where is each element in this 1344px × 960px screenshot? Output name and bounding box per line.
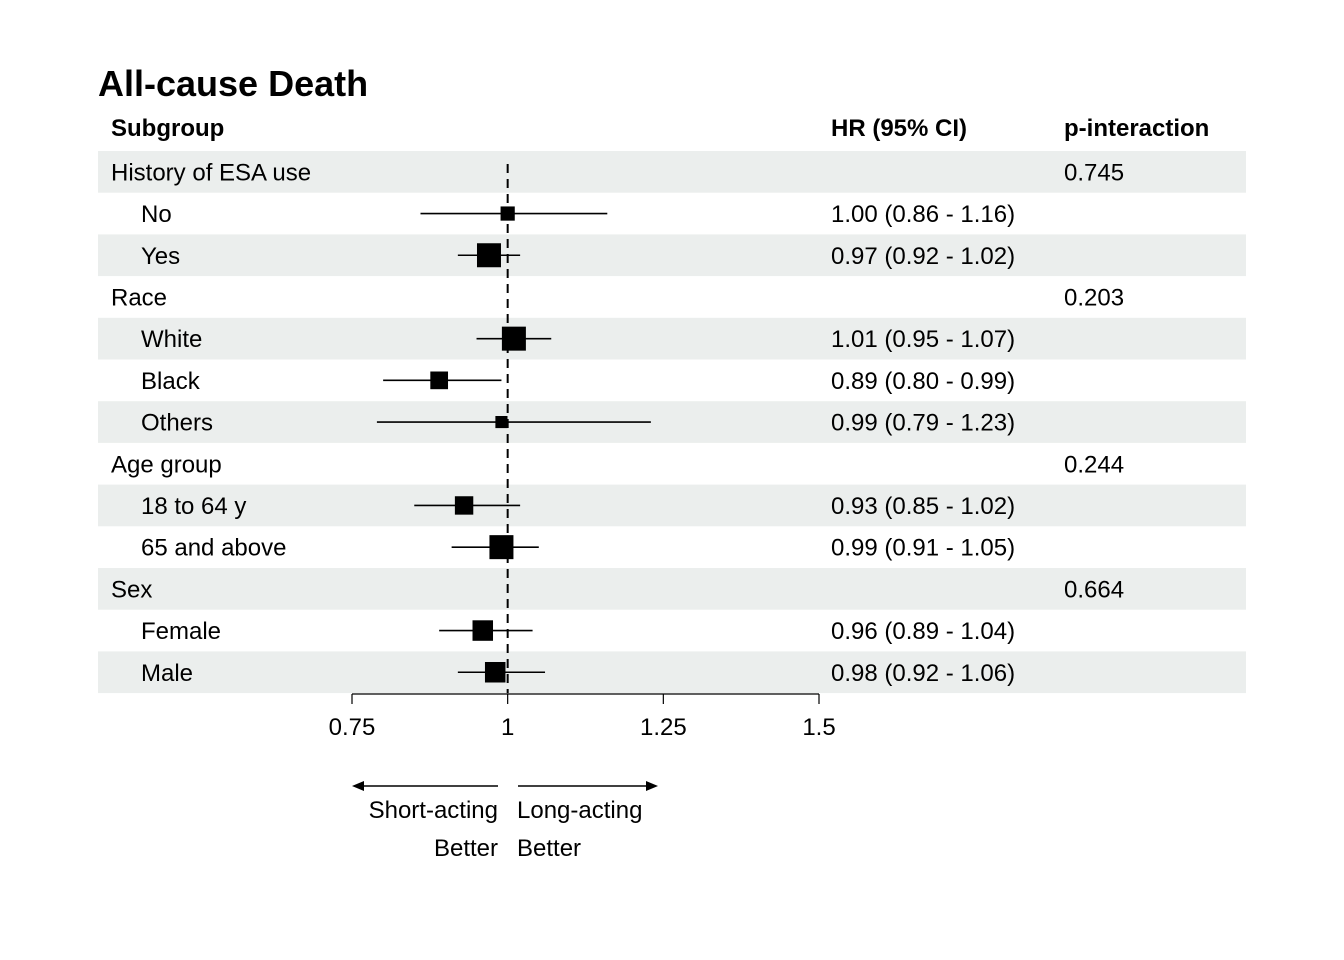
group-row: History of ESA use 0.745 (111, 159, 1124, 186)
favors-right-arrowhead (646, 781, 658, 791)
subgroup-row: White 1.01 (0.95 - 1.07) (141, 326, 1015, 353)
hr-point-marker (489, 535, 514, 560)
hr-ci-text: 0.97 (0.92 - 1.02) (831, 243, 1015, 270)
group-row: Race 0.203 (111, 284, 1124, 311)
subgroup-row: Yes 0.97 (0.92 - 1.02) (141, 243, 1015, 270)
subgroup-rows: History of ESA use 0.745 No 1.00 (0.86 - 1.… (111, 159, 1124, 686)
subgroup-row: No 1.00 (0.86 - 1.16) (141, 201, 1015, 228)
favors-left-arrowhead (352, 781, 364, 791)
row-band (98, 651, 1246, 694)
p-interaction-value: 0.745 (1064, 159, 1124, 186)
row-band (98, 317, 1246, 360)
p-interaction-value: 0.664 (1064, 576, 1124, 603)
group-row: Sex 0.664 (111, 576, 1124, 603)
favors-right-label-line1: Long-acting (517, 797, 642, 824)
group-label: Age group (111, 451, 222, 478)
group-label: History of ESA use (111, 159, 311, 186)
subgroup-label: 65 and above (141, 535, 286, 562)
hr-ci-text: 0.96 (0.89 - 1.04) (831, 618, 1015, 645)
hr-point-marker (495, 416, 508, 429)
subgroup-label: Female (141, 618, 221, 645)
group-row: Age group 0.244 (111, 451, 1124, 478)
chart-title: All-cause Death (98, 63, 368, 104)
hr-ci-text: 0.99 (0.79 - 1.23) (831, 410, 1015, 437)
subgroup-row: Female 0.96 (0.89 - 1.04) (141, 618, 1015, 645)
row-band (98, 484, 1246, 527)
hr-point-marker (476, 243, 501, 268)
subgroup-row: 18 to 64 y 0.93 (0.85 - 1.02) (141, 493, 1015, 520)
x-axis: 0.75 1 1.25 1.5 (329, 693, 836, 741)
subgroup-row: 65 and above 0.99 (0.91 - 1.05) (141, 535, 1015, 562)
row-bands (98, 151, 1246, 694)
group-label: Sex (111, 576, 152, 603)
subgroup-label: 18 to 64 y (141, 493, 246, 520)
row-band (98, 234, 1246, 277)
subgroup-label: White (141, 326, 202, 353)
row-band (98, 401, 1246, 443)
favors-annotation: Short-acting Better Long-acting Better (352, 781, 658, 862)
row-band (98, 151, 1246, 193)
subgroup-label: No (141, 201, 172, 228)
subgroup-label: Yes (141, 243, 180, 270)
x-tick-label: 0.75 (329, 714, 376, 741)
hr-point-marker (472, 620, 494, 641)
hr-header: HR (95% CI) (831, 115, 967, 142)
subgroup-label: Male (141, 660, 193, 687)
favors-left-label-line2: Better (434, 835, 498, 862)
x-tick-label: 1 (501, 714, 514, 741)
subgroup-header: Subgroup (111, 115, 224, 142)
hr-ci-text: 0.93 (0.85 - 1.02) (831, 493, 1015, 520)
row-band (98, 568, 1246, 610)
p-interaction-value: 0.244 (1064, 451, 1124, 478)
group-label: Race (111, 284, 167, 311)
hr-point-marker (484, 662, 506, 683)
p-interaction-value: 0.203 (1064, 284, 1124, 311)
x-tick-label: 1.5 (802, 714, 835, 741)
hr-ci-text: 1.00 (0.86 - 1.16) (831, 201, 1015, 228)
hr-ci-text: 1.01 (0.95 - 1.07) (831, 326, 1015, 353)
favors-right-label-line2: Better (517, 835, 581, 862)
favors-left-label-line1: Short-acting (369, 797, 498, 824)
hr-point-marker (430, 371, 449, 390)
x-tick-label: 1.25 (640, 714, 687, 741)
hr-point-marker (500, 206, 515, 221)
subgroup-label: Black (141, 368, 201, 395)
hr-ci-text: 0.98 (0.92 - 1.06) (831, 660, 1015, 687)
hr-point-marker (454, 496, 474, 515)
p-interaction-header: p-interaction (1064, 115, 1209, 142)
subgroup-row: Black 0.89 (0.80 - 0.99) (141, 368, 1015, 395)
hr-ci-text: 0.99 (0.91 - 1.05) (831, 535, 1015, 562)
subgroup-row: Others 0.99 (0.79 - 1.23) (141, 410, 1015, 437)
subgroup-label: Others (141, 410, 213, 437)
hr-ci-text: 0.89 (0.80 - 0.99) (831, 368, 1015, 395)
hr-point-marker (501, 326, 526, 351)
subgroup-row: Male 0.98 (0.92 - 1.06) (141, 660, 1015, 687)
